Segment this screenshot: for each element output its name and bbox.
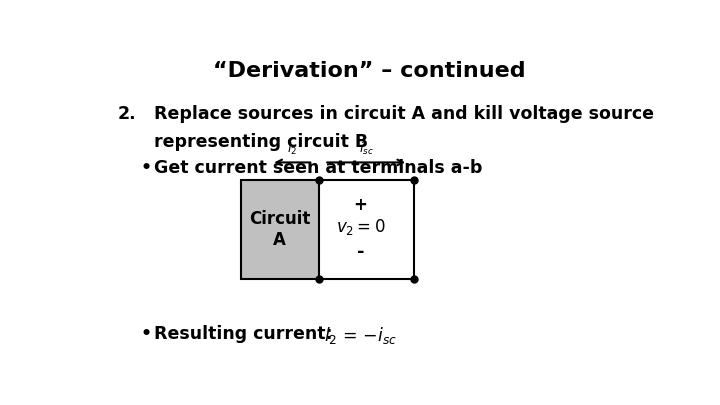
Text: +: +: [354, 196, 368, 213]
Bar: [240, 179, 319, 279]
Text: Circuit
A: Circuit A: [249, 210, 310, 249]
Text: “Derivation” – continued: “Derivation” – continued: [212, 61, 526, 81]
Text: •: •: [140, 159, 151, 177]
Text: Resulting current:: Resulting current:: [154, 324, 339, 343]
Text: $i_2$: $i_2$: [287, 141, 297, 157]
Text: •: •: [140, 324, 151, 343]
Text: 2.: 2.: [118, 105, 137, 123]
Text: $i_{sc}$: $i_{sc}$: [359, 141, 374, 157]
Text: $v_2 = 0$: $v_2 = 0$: [336, 217, 385, 237]
Text: Get current seen at terminals a-b: Get current seen at terminals a-b: [154, 159, 482, 177]
Text: $i_2$ = $-i_{sc}$: $i_2$ = $-i_{sc}$: [324, 324, 397, 345]
Text: -: -: [357, 243, 364, 261]
Text: representing circuit B: representing circuit B: [154, 133, 369, 151]
Text: Replace sources in circuit A and kill voltage source: Replace sources in circuit A and kill vo…: [154, 105, 654, 123]
